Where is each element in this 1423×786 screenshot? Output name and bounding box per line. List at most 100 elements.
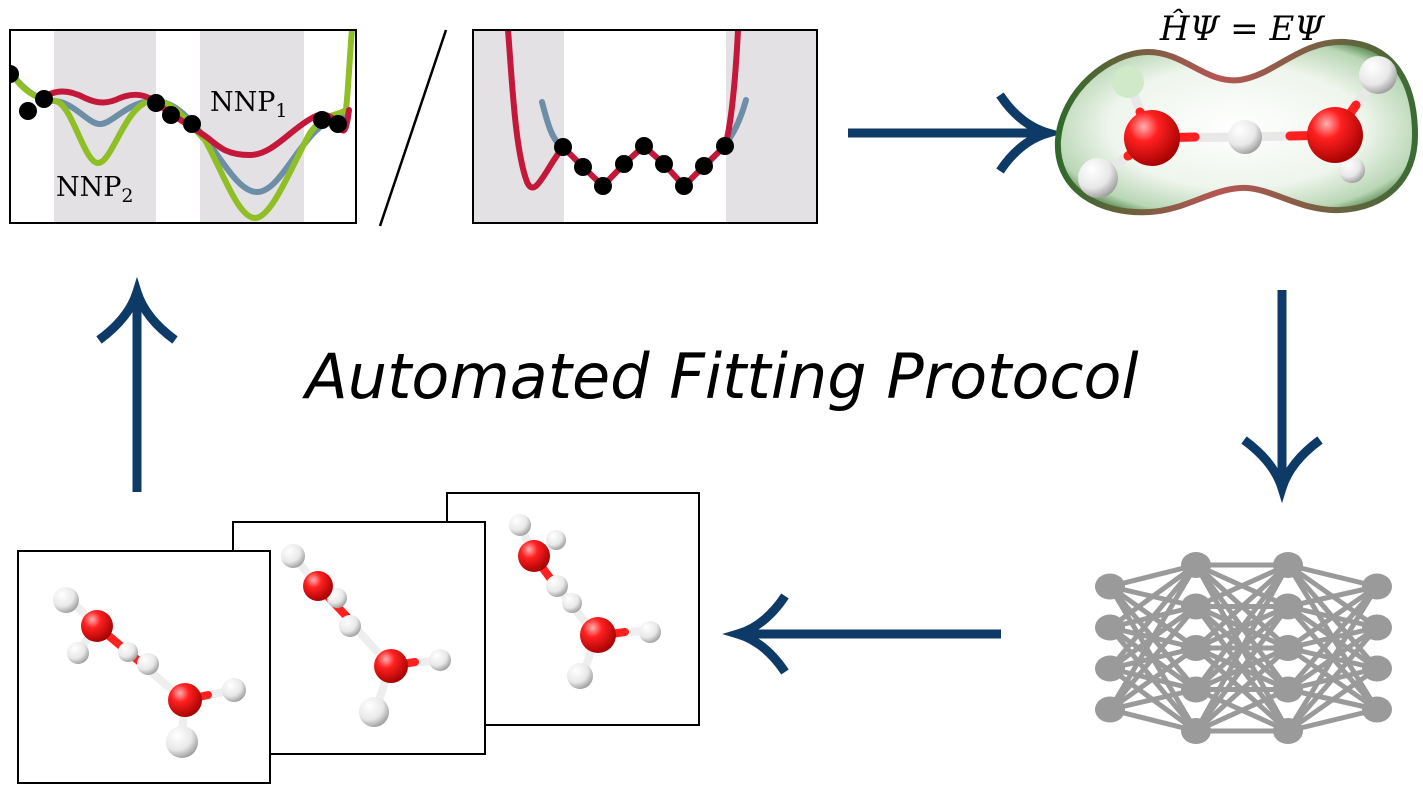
- sample-point: [162, 106, 180, 124]
- network-node: [1095, 696, 1125, 723]
- sample-point: [675, 177, 693, 195]
- network-node: [1362, 614, 1392, 641]
- shaded-region: [54, 30, 156, 223]
- network-node: [1181, 676, 1211, 703]
- oxygen-atom: [81, 610, 113, 642]
- network-connection: [1193, 605, 1291, 733]
- hydrogen-atom: [118, 642, 138, 662]
- arrow-down-icon: [1241, 290, 1323, 504]
- hydrogen-atom: [166, 726, 198, 758]
- neural-network: [1095, 552, 1392, 744]
- hydrogen-atom: [562, 593, 582, 613]
- oxygen-atom: [303, 571, 333, 601]
- hydrogen-atom: [1112, 66, 1144, 98]
- oxygen-atom: [1124, 110, 1180, 166]
- sample-point: [10, 65, 19, 83]
- snapshot-card: [17, 550, 271, 784]
- md-snapshots: [17, 492, 700, 784]
- hydrogen-atom: [359, 697, 389, 727]
- hydrogen-atom: [429, 649, 451, 671]
- network-node: [1273, 593, 1303, 620]
- arrow-right-icon: [848, 92, 1065, 174]
- sample-point: [635, 137, 653, 155]
- hydrogen-atom: [281, 544, 305, 568]
- electronic-structure-molecule: ĤΨ = EΨ: [1054, 8, 1419, 216]
- flow-arrows: [96, 92, 1323, 675]
- network-connection: [1108, 645, 1198, 712]
- sample-point: [574, 158, 592, 176]
- sample-point: [695, 157, 713, 175]
- oxygen-atom: [374, 649, 408, 683]
- snapshot-card: [232, 521, 486, 755]
- network-node: [1362, 696, 1392, 723]
- snapshot-card: [446, 492, 700, 726]
- hydrogen-atom: [53, 587, 79, 613]
- sample-point: [183, 115, 201, 133]
- sample-point: [594, 177, 612, 195]
- network-node: [1273, 718, 1303, 744]
- network-node: [1362, 573, 1392, 600]
- network-node: [1273, 552, 1303, 578]
- sample-points: [10, 65, 347, 133]
- network-connection: [1108, 563, 1198, 671]
- hydrogen-atom: [639, 621, 661, 643]
- network-node: [1273, 676, 1303, 703]
- network-connection: [1108, 562, 1198, 630]
- nnp1-label: NNP1: [210, 87, 288, 122]
- panel-frame: [9, 29, 357, 224]
- hydrogen-atom: [1359, 56, 1397, 94]
- network-node: [1095, 573, 1125, 600]
- network-connection: [1287, 707, 1378, 734]
- sample-point: [554, 138, 572, 156]
- nnp1-curve: [505, 30, 741, 191]
- sample-point: [147, 94, 165, 112]
- network-node: [1181, 718, 1211, 744]
- sample-points: [554, 137, 734, 195]
- network-node: [1181, 593, 1211, 620]
- network-node: [1181, 635, 1211, 661]
- network-connection: [1107, 563, 1199, 711]
- network-node: [1181, 552, 1211, 578]
- hydrogen-atom: [567, 663, 593, 689]
- sample-point: [35, 90, 53, 108]
- network-connection: [1286, 666, 1379, 734]
- network-connection: [1286, 584, 1379, 692]
- network-connection: [1287, 562, 1378, 589]
- network-connection: [1286, 584, 1379, 651]
- nnp2-label: NNP2: [56, 172, 134, 207]
- network-node: [1273, 635, 1303, 661]
- network-connection: [1286, 625, 1379, 733]
- oxygen-atom: [580, 617, 616, 653]
- oxygen-atom: [518, 540, 550, 572]
- network-connection: [1285, 585, 1380, 733]
- hydrogen-atom: [222, 678, 246, 702]
- panel-separator-slash: [378, 29, 448, 227]
- nnp2-curve: [10, 30, 355, 222]
- sample-point: [655, 155, 673, 173]
- pes-panel-right: [472, 29, 818, 224]
- panel-frame: [472, 29, 818, 224]
- network-connection: [1287, 584, 1378, 609]
- network-node: [1095, 655, 1125, 682]
- sample-point: [19, 102, 37, 120]
- hydrogen-atom: [509, 514, 531, 536]
- network-connection: [1194, 562, 1290, 609]
- shaded-region: [726, 30, 817, 223]
- network-connection: [1193, 563, 1291, 691]
- hydrogen-atom: [67, 642, 89, 664]
- hydrogen-atom: [1228, 120, 1262, 154]
- network-node: [1095, 614, 1125, 641]
- sample-point: [615, 155, 633, 173]
- hydrogen-atom: [327, 588, 347, 608]
- oxygen-atom: [168, 683, 202, 717]
- diagram-title: Automated Fitting Protocol: [301, 340, 1138, 413]
- network-node: [1362, 655, 1392, 682]
- network-connection: [1194, 563, 1290, 650]
- sample-point: [716, 137, 734, 155]
- pes-panel-left: NNP1 NNP2: [9, 29, 357, 224]
- arrow-up-icon: [96, 276, 178, 492]
- schrodinger-equation: ĤΨ = EΨ: [1159, 8, 1325, 49]
- network-connection: [1194, 687, 1290, 734]
- hydrogen-atom: [546, 530, 566, 550]
